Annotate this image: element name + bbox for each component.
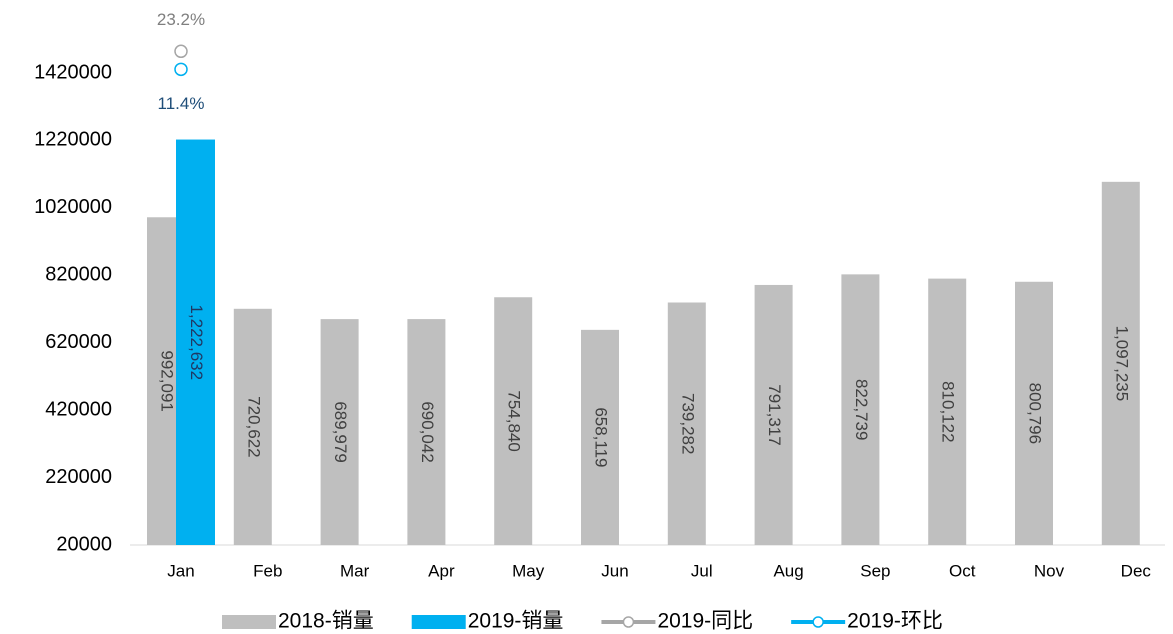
x-tick-label: Aug	[773, 561, 803, 580]
bar	[754, 284, 793, 545]
data-label: 754,840	[505, 390, 524, 451]
x-tick-label: Oct	[949, 561, 976, 580]
x-tick-label: Sep	[860, 561, 890, 580]
bar	[1101, 181, 1140, 545]
x-tick-label: Jul	[691, 561, 713, 580]
data-label: 11.4%	[158, 94, 205, 113]
legend-marker	[812, 616, 824, 628]
bar	[1015, 281, 1053, 545]
legend-marker	[622, 616, 635, 628]
data-label: 658,119	[592, 407, 611, 467]
bar	[176, 139, 215, 546]
y-tick-label: 20000	[56, 533, 112, 555]
bar	[928, 278, 967, 545]
data-label: 690,042	[418, 401, 437, 462]
bar	[581, 329, 619, 545]
legend-label: 2019-同比	[657, 610, 753, 633]
legend-swatch	[411, 615, 466, 629]
legend-swatch	[222, 615, 276, 629]
legend-label: 2018-销量	[278, 610, 374, 633]
y-tick-label: 820000	[45, 264, 112, 286]
data-label: 822,739	[852, 379, 871, 440]
x-tick-label: Feb	[253, 561, 282, 580]
legend-label: 2019-环比	[847, 610, 943, 633]
data-label: 739,282	[678, 393, 697, 454]
data-label: 800,796	[1026, 383, 1045, 444]
bar	[233, 308, 272, 545]
x-tick-label: Jun	[601, 561, 628, 580]
x-tick-label: Nov	[1034, 561, 1065, 580]
data-label: 689,979	[331, 401, 350, 462]
legend-label: 2019-销量	[468, 610, 564, 633]
bar	[320, 319, 359, 545]
y-tick-label: 220000	[45, 466, 112, 488]
x-tick-label: Mar	[340, 561, 370, 580]
x-tick-label: Dec	[1121, 561, 1152, 580]
bar	[667, 302, 706, 545]
bar	[841, 274, 880, 545]
data-label: 23.2%	[157, 10, 205, 29]
y-tick-label: 1220000	[34, 129, 112, 151]
data-label: 791,317	[765, 384, 784, 445]
data-label: 1,097,235	[1112, 326, 1131, 402]
point	[174, 44, 188, 59]
data-label: 810,122	[939, 381, 958, 442]
y-tick-label: 1020000	[34, 196, 112, 218]
bar	[494, 297, 533, 545]
x-tick-label: Jan	[167, 561, 194, 580]
point	[174, 62, 188, 77]
y-tick-label: 420000	[45, 398, 112, 420]
x-tick-label: May	[512, 561, 545, 580]
data-label: 720,622	[244, 396, 263, 457]
y-tick-label: 1420000	[34, 61, 112, 83]
y-tick-label: 620000	[45, 331, 112, 353]
data-label: 992,091	[158, 350, 177, 411]
data-label: 1,222,632	[187, 304, 206, 380]
x-tick-label: Apr	[428, 561, 455, 580]
bar	[407, 319, 446, 545]
